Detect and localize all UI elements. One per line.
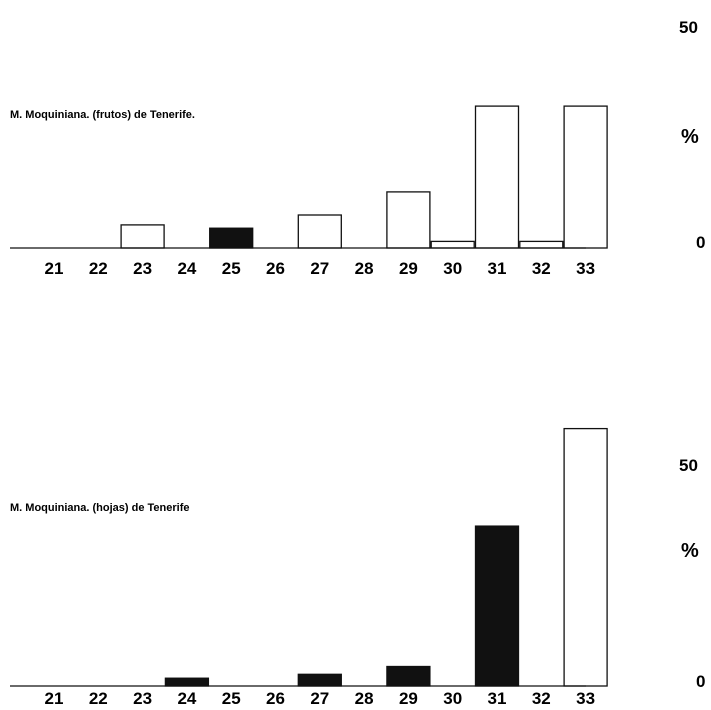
x-tick-frutos-25: 25 bbox=[222, 259, 241, 278]
bar-frutos-31 bbox=[474, 105, 520, 249]
x-tick-frutos-22: 22 bbox=[89, 259, 108, 278]
bar-frutos-25 bbox=[209, 227, 254, 249]
y-tick-top-hojas: 50 bbox=[679, 456, 698, 475]
bar-hojas-33 bbox=[563, 427, 608, 687]
y-tick-top-frutos: 50 bbox=[679, 18, 698, 37]
x-tick-frutos-29: 29 bbox=[399, 259, 418, 278]
bar-hojas-27 bbox=[297, 673, 342, 687]
x-tick-frutos-31: 31 bbox=[488, 259, 507, 278]
bar-frutos-32 bbox=[519, 240, 564, 249]
y-axis-label-hojas: % bbox=[681, 540, 699, 562]
panel-frutos: M. Moquiniana. (frutos) de Tenerife. 21 2… bbox=[10, 18, 705, 278]
x-tick-frutos-24: 24 bbox=[177, 259, 196, 278]
y-tick-zero-hojas: 0 bbox=[696, 672, 705, 691]
bar-hojas-24 bbox=[164, 677, 210, 687]
x-tick-frutos-23: 23 bbox=[133, 259, 152, 278]
bar-frutos-27 bbox=[297, 214, 342, 249]
x-tick-hojas-23: 23 bbox=[133, 689, 152, 708]
x-tick-frutos-30: 30 bbox=[443, 259, 462, 278]
x-tick-frutos-27: 27 bbox=[310, 259, 329, 278]
x-tick-hojas-30: 30 bbox=[443, 689, 462, 708]
y-axis-label-frutos: % bbox=[681, 126, 699, 148]
x-tick-hojas-22: 22 bbox=[89, 689, 108, 708]
bar-frutos-33 bbox=[563, 105, 608, 249]
bar-hojas-31 bbox=[474, 525, 520, 687]
x-tick-hojas-25: 25 bbox=[222, 689, 241, 708]
bar-frutos-23 bbox=[120, 224, 165, 249]
bar-frutos-29 bbox=[386, 191, 431, 249]
chart-title-frutos: M. Moquiniana. (frutos) de Tenerife. bbox=[10, 109, 195, 121]
bar-hojas-29 bbox=[386, 665, 431, 687]
x-tick-hojas-31: 31 bbox=[488, 689, 507, 708]
y-tick-zero-frutos: 0 bbox=[696, 233, 705, 252]
x-tick-hojas-21: 21 bbox=[45, 689, 64, 708]
x-tick-hojas-28: 28 bbox=[355, 689, 374, 708]
x-tick-hojas-33: 33 bbox=[576, 689, 595, 708]
x-tick-hojas-26: 26 bbox=[266, 689, 285, 708]
x-tick-hojas-32: 32 bbox=[532, 689, 551, 708]
chart-title-hojas: M. Moquiniana. (hojas) de Tenerife bbox=[10, 502, 189, 514]
panel-hojas: M. Moquiniana. (hojas) de Tenerife 21 22 2… bbox=[10, 427, 705, 708]
x-tick-frutos-21: 21 bbox=[45, 259, 64, 278]
x-tick-hojas-24: 24 bbox=[177, 689, 196, 708]
bar-frutos-30 bbox=[430, 240, 475, 249]
x-tick-hojas-27: 27 bbox=[310, 689, 329, 708]
x-tick-frutos-32: 32 bbox=[532, 259, 551, 278]
x-tick-frutos-26: 26 bbox=[266, 259, 285, 278]
x-tick-frutos-33: 33 bbox=[576, 259, 595, 278]
x-tick-hojas-29: 29 bbox=[399, 689, 418, 708]
x-tick-frutos-28: 28 bbox=[355, 259, 374, 278]
